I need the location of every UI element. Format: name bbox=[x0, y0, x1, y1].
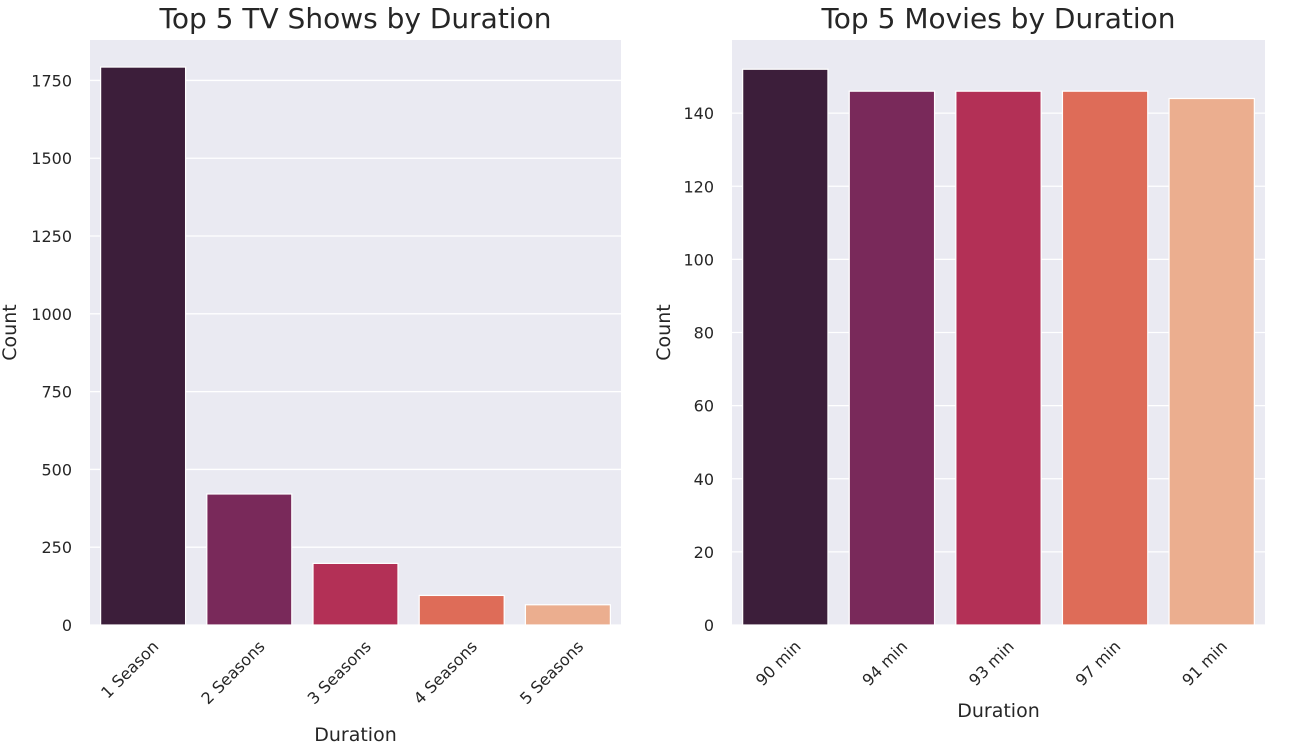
x-tick-label: 3 Seasons bbox=[304, 637, 375, 708]
y-tick-label: 20 bbox=[694, 543, 714, 562]
y-axis-label: Count bbox=[653, 304, 675, 360]
x-tick-label: 94 min bbox=[858, 637, 911, 690]
x-axis-label: Duration bbox=[957, 700, 1040, 722]
bar bbox=[524, 604, 611, 626]
chart-title: Top 5 TV Shows by Duration bbox=[159, 2, 552, 35]
y-tick-label: 1250 bbox=[31, 227, 72, 246]
x-tick-label: 4 Seasons bbox=[410, 637, 481, 708]
y-tick-label: 1750 bbox=[31, 71, 72, 90]
bar bbox=[312, 562, 399, 626]
y-tick-label: 1500 bbox=[31, 149, 72, 168]
bars bbox=[742, 68, 1255, 626]
bar bbox=[206, 493, 293, 626]
y-tick-labels: 0 20 40 60 80 100 120 140 bbox=[683, 104, 714, 635]
chart-movies: 0 20 40 60 80 100 120 140 90 min 94 min 93 min 97 … bbox=[653, 2, 1265, 722]
y-axis-label: Count bbox=[0, 304, 21, 360]
bar bbox=[418, 594, 505, 626]
x-tick-label: 2 Seasons bbox=[197, 637, 268, 708]
x-tick-label: 93 min bbox=[965, 637, 1018, 690]
chart-title: Top 5 Movies by Duration bbox=[820, 2, 1175, 35]
bars bbox=[100, 66, 611, 626]
y-tick-labels: 0 250 500 750 1000 1250 1500 1750 bbox=[31, 71, 72, 635]
x-tick-labels: 90 min 94 min 93 min 97 min 91 min bbox=[752, 637, 1231, 690]
y-tick-label: 0 bbox=[704, 616, 714, 635]
x-tick-label: 1 Season bbox=[97, 637, 162, 702]
y-tick-label: 60 bbox=[694, 397, 714, 416]
x-tick-labels: 1 Season 2 Seasons 3 Seasons 4 Seasons 5 Sea… bbox=[97, 637, 587, 708]
y-tick-label: 500 bbox=[41, 460, 72, 479]
bar bbox=[1168, 97, 1255, 626]
y-tick-label: 100 bbox=[683, 250, 714, 269]
x-axis-label: Duration bbox=[314, 724, 397, 746]
x-tick-label: 97 min bbox=[1072, 637, 1125, 690]
bar bbox=[1061, 90, 1149, 626]
bar bbox=[955, 90, 1042, 626]
y-tick-label: 0 bbox=[62, 616, 72, 635]
y-tick-label: 40 bbox=[694, 470, 714, 489]
y-tick-label: 80 bbox=[694, 324, 714, 343]
bar bbox=[100, 66, 187, 626]
x-tick-label: 5 Seasons bbox=[516, 637, 587, 708]
x-tick-label: 90 min bbox=[752, 637, 805, 690]
y-tick-label: 1000 bbox=[31, 305, 72, 324]
y-tick-label: 750 bbox=[41, 383, 72, 402]
chart-tv-shows: 0 250 500 750 1000 1250 1500 1750 1 Season 2 Sea… bbox=[0, 2, 621, 746]
y-tick-label: 140 bbox=[683, 104, 714, 123]
x-tick-label: 91 min bbox=[1178, 637, 1231, 690]
bar bbox=[848, 90, 936, 626]
y-tick-label: 250 bbox=[41, 538, 72, 557]
bar bbox=[742, 68, 829, 626]
y-tick-label: 120 bbox=[683, 177, 714, 196]
